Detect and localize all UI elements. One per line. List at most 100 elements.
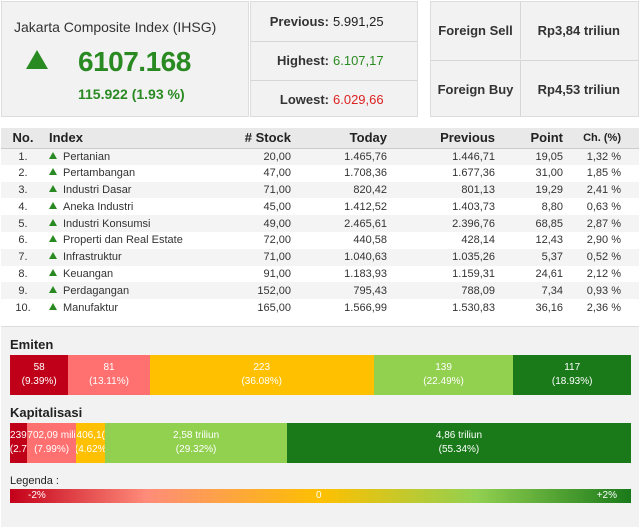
segment-value: 223 [253, 362, 271, 373]
segment-percent: (36.08%) [241, 376, 283, 387]
kapitalisasi-segment: 239 (2.7 [10, 423, 27, 463]
emiten-title: Emiten [10, 337, 54, 352]
row-no: 3. [1, 181, 45, 199]
row-change-pct: 2,36 % [567, 299, 639, 316]
row-no: 1. [1, 148, 45, 165]
row-point: 31,00 [499, 164, 567, 182]
row-change-pct: 1,32 % [567, 148, 639, 165]
segment-value: 4,86 triliun [435, 430, 483, 441]
row-change-pct: 1,85 % [567, 164, 639, 182]
row-today: 1.566,99 [295, 299, 391, 316]
table-row: 6. Properti dan Real Estate 72,00 440,58 428… [1, 231, 639, 249]
row-stock: 165,00 [223, 299, 295, 316]
segment-value: 81 [103, 362, 115, 373]
row-previous: 1.446,71 [391, 148, 499, 165]
segment-percent: (13.11%) [89, 376, 129, 387]
row-change-pct: 0,52 % [567, 248, 639, 266]
foreign-buy-value: Rp4,53 triliun [537, 81, 620, 97]
segment-value: 406,1( [76, 430, 105, 441]
row-index: Pertanian [45, 148, 223, 165]
index-title: Jakarta Composite Index (IHSG) [14, 19, 217, 35]
row-no: 9. [1, 282, 45, 300]
sector-name: Pertambangan [63, 167, 136, 180]
col-index: Index [45, 128, 223, 149]
segment-value: 58 [33, 362, 45, 373]
up-arrow-icon [49, 151, 57, 159]
row-today: 795,43 [295, 282, 391, 300]
up-arrow-icon [49, 201, 57, 209]
col-change-pct: Ch. (%) [567, 128, 639, 149]
emiten-bar: 58 (9.39%) 81 (13.11%) 223 (36.08%) 139 (22.49%… [10, 355, 631, 395]
row-stock: 91,00 [223, 265, 295, 283]
row-change-pct: 2,12 % [567, 265, 639, 283]
row-change-pct: 2,41 % [567, 181, 639, 199]
row-previous: 788,09 [391, 282, 499, 300]
sector-index-table: No. Index # Stock Today Previous Point C… [1, 128, 639, 316]
foreign-sell-row: Foreign Sell Rp3,84 triliun [431, 2, 638, 59]
row-no: 4. [1, 198, 45, 216]
sector-name: Aneka Industri [63, 200, 134, 213]
up-arrow-icon [49, 252, 57, 260]
row-today: 1.708,36 [295, 164, 391, 182]
table-row: 5. Industri Konsumsi 49,00 2.465,61 2.396,76… [1, 215, 639, 232]
up-arrow-icon [49, 268, 57, 276]
row-change-pct: 2,90 % [567, 231, 639, 249]
foreign-sell-value: Rp3,84 triliun [537, 23, 620, 38]
row-today: 1.040,63 [295, 248, 391, 266]
row-no: 5. [1, 215, 45, 232]
segment-percent: (9.39%) [21, 376, 57, 387]
lowest-row: Lowest: 6.029,66 [251, 80, 417, 118]
emiten-segment: 58 (9.39%) [10, 355, 69, 395]
row-previous: 428,14 [391, 231, 499, 249]
sector-name: Properti dan Real Estate [63, 234, 183, 247]
row-index: Manufaktur [45, 299, 223, 316]
col-no: No. [1, 128, 45, 149]
segment-value: 117 [564, 362, 581, 373]
row-today: 1.412,52 [295, 198, 391, 216]
row-no: 8. [1, 265, 45, 283]
emiten-segment: 223 (36.08%) [149, 355, 374, 395]
index-value: 6107.168 [78, 46, 191, 77]
row-index: Pertambangan [45, 164, 223, 182]
row-index: Industri Konsumsi [45, 215, 223, 232]
highest-label: Highest: [277, 53, 329, 68]
up-arrow-icon [49, 218, 57, 226]
up-arrow-icon [49, 168, 57, 176]
price-range-panel: Previous: 5.991,25 Highest: 6.107,17 Low… [250, 1, 418, 117]
up-arrow-icon [49, 184, 57, 192]
table-row: 3. Industri Dasar 71,00 820,42 801,13 19,29 2,… [1, 181, 639, 199]
row-today: 440,58 [295, 231, 391, 249]
table-row: 1. Pertanian 20,00 1.465,76 1.446,71 19,05 1,3… [1, 148, 639, 165]
row-today: 1.465,76 [295, 148, 391, 165]
sector-name: Industri Konsumsi [63, 217, 151, 230]
up-arrow-icon [49, 302, 57, 310]
up-arrow-icon [26, 50, 48, 69]
sector-name: Keuangan [63, 267, 114, 280]
col-point: Point [499, 128, 567, 149]
row-change-pct: 2,87 % [567, 215, 639, 232]
row-today: 2.465,61 [295, 215, 391, 232]
row-index: Industri Dasar [45, 181, 223, 199]
kapitalisasi-segment: 702,09 mili (7.99%) [26, 423, 77, 463]
up-arrow-icon [49, 285, 57, 293]
legend-title: Legenda : [10, 475, 59, 487]
row-no: 6. [1, 231, 45, 249]
emiten-segment: 139 (22.49%) [373, 355, 514, 395]
row-stock: 71,00 [223, 248, 295, 266]
table-row: 10. Manufaktur 165,00 1.566,99 1.530,83 36,16… [1, 299, 639, 316]
table-row: 4. Aneka Industri 45,00 1.412,52 1.403,73 8,8… [1, 198, 639, 216]
previous-row: Previous: 5.991,25 [251, 2, 417, 40]
index-summary-panel: Jakarta Composite Index (IHSG) 6107.168 … [1, 1, 249, 117]
row-index: Aneka Industri [45, 198, 223, 216]
lowest-label: Lowest: [279, 92, 329, 107]
previous-value: 5.991,25 [333, 13, 384, 29]
highest-value: 6.107,17 [333, 53, 384, 68]
row-stock: 45,00 [223, 198, 295, 216]
segment-value: 139 [435, 362, 452, 373]
segment-percent: (29.32%) [175, 444, 217, 455]
table-row: 9. Perdagangan 152,00 795,43 788,09 7,34 0,93 … [1, 282, 639, 300]
row-stock: 47,00 [223, 164, 295, 182]
segment-percent: (22.49%) [423, 376, 464, 387]
segment-percent: (2.7 [10, 444, 27, 455]
row-index: Properti dan Real Estate [45, 231, 223, 249]
